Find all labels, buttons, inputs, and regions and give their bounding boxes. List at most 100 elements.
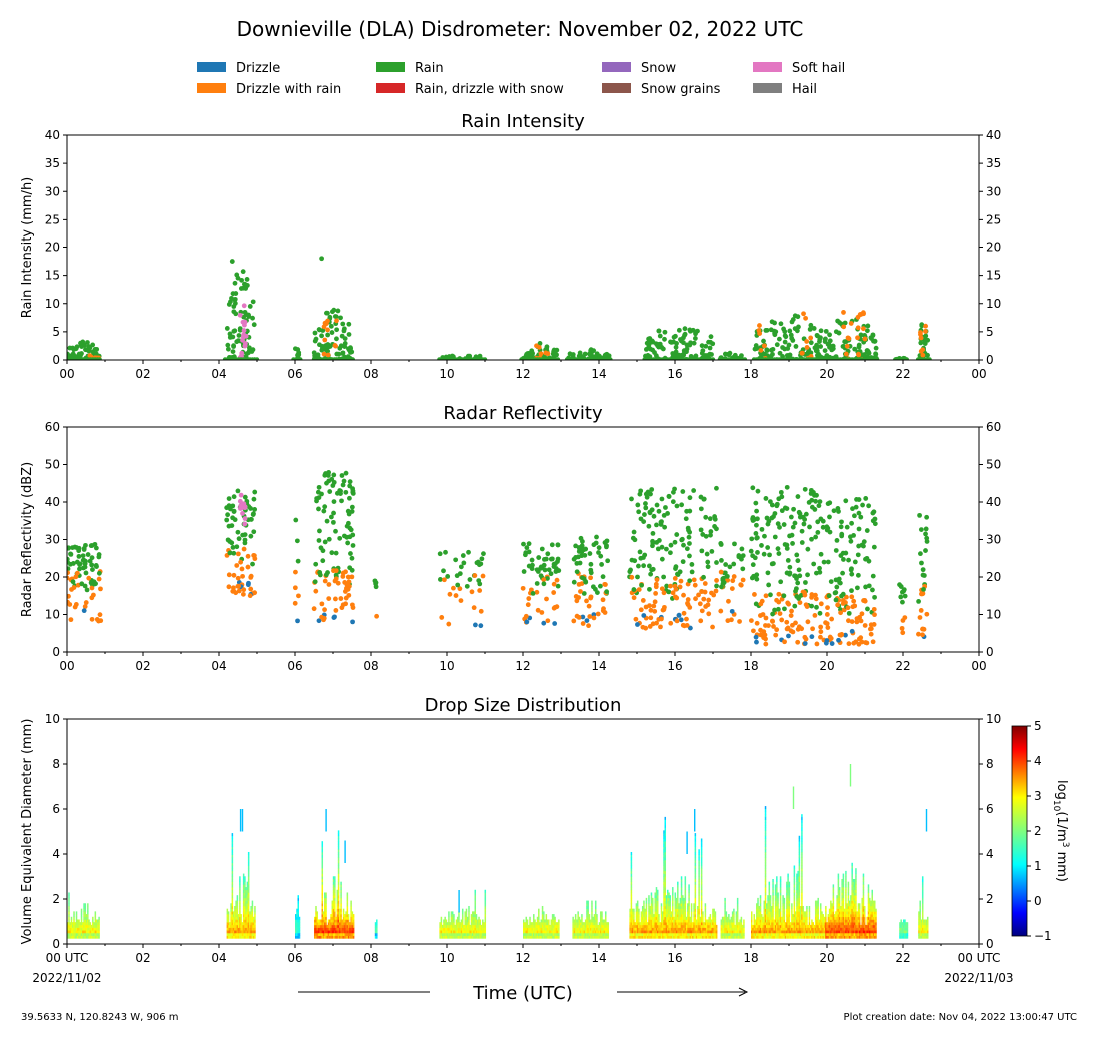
reflectivity-point [924, 611, 930, 617]
dsd-cell [679, 927, 682, 931]
dsd-cell [591, 935, 593, 939]
dsd-cell [72, 927, 74, 931]
dsd-cell [630, 851, 633, 855]
dsd-cell [680, 922, 683, 926]
reflectivity-point [849, 566, 854, 572]
dsd-cell [84, 922, 87, 926]
dsd-cell [545, 914, 548, 918]
dsd-cell [638, 911, 640, 915]
reflectivity-point [795, 494, 801, 499]
dsd-cell [244, 914, 246, 918]
reflectivity-point [326, 596, 332, 602]
reflectivity-point [584, 618, 590, 623]
dsd-cell [227, 935, 230, 939]
dsd-cell [240, 919, 242, 923]
dsd-cell [541, 922, 544, 926]
reflectivity-point [545, 618, 551, 624]
dsd-cell [576, 919, 578, 923]
dsd-cell [319, 935, 321, 939]
reflectivity-point [721, 580, 727, 585]
dsd-cell [94, 932, 97, 936]
reflectivity-point [654, 522, 659, 528]
dsd-cell [655, 903, 658, 907]
dsd-cell [684, 900, 687, 904]
reflectivity-point [539, 610, 545, 615]
reflectivity-point [248, 586, 254, 592]
rain-point [232, 297, 238, 303]
reflectivity-point [791, 506, 796, 512]
dsd-cell [251, 922, 254, 926]
dsd-cell [650, 911, 653, 915]
reflectivity-point [787, 533, 792, 539]
dsd-cell [75, 911, 78, 915]
dsd-cell [314, 916, 316, 920]
dsd-cell [672, 903, 674, 907]
reflectivity-point [698, 527, 704, 533]
reflectivity-point [828, 636, 834, 641]
dsd-cell [586, 924, 588, 928]
dsd-cell [591, 908, 593, 912]
reflectivity-point [650, 531, 656, 536]
dsd-cell [692, 930, 694, 934]
dsd-cell [247, 865, 250, 869]
dsd-cell [350, 908, 352, 912]
dsd-cell [544, 924, 546, 928]
dsd-cell [345, 919, 347, 923]
dsd-cell [317, 935, 320, 939]
dsd-cell [650, 900, 653, 904]
dsd-cell [250, 911, 252, 915]
dsd-cell [558, 924, 560, 928]
dsd-cell [342, 930, 345, 934]
dsd-cell [667, 911, 669, 915]
dsd-cell [605, 932, 607, 936]
reflectivity-point [89, 616, 95, 622]
dsd-cell [332, 884, 335, 888]
dsd-cell [247, 892, 250, 896]
dsd-cell [663, 889, 665, 893]
dsd-cell [680, 932, 683, 936]
rain-point [865, 323, 871, 329]
reflectivity-point [469, 589, 475, 595]
dsd-cell [648, 927, 650, 931]
dsd-cell [679, 935, 682, 939]
dsd-cell [336, 911, 339, 915]
reflectivity-point [235, 488, 241, 494]
dsd-cell [645, 924, 648, 928]
reflectivity-point [784, 484, 790, 490]
dsd-cell [448, 922, 450, 926]
dsd-cell [655, 916, 658, 920]
drizzle-rain-point [918, 335, 924, 341]
dsd-cell [684, 914, 687, 918]
dsd-cell [74, 930, 77, 934]
dsd-cell [376, 935, 378, 939]
dsd-cell [329, 919, 331, 923]
dsd-cell [683, 927, 685, 931]
dsd-cell [660, 911, 663, 915]
dsd-cell [342, 908, 345, 912]
dsd-cell [231, 930, 234, 934]
dsd-cell [246, 930, 249, 934]
rain-point [815, 333, 820, 339]
reflectivity-point [335, 580, 341, 586]
dsd-cell [321, 892, 324, 896]
dsd-cell [640, 930, 643, 934]
dsd-cell [670, 911, 673, 915]
dsd-cell [639, 935, 641, 939]
dsd-cell [579, 924, 582, 928]
drizzle-rain-point [801, 311, 806, 317]
dsd-cell [251, 932, 254, 936]
dsd-cell [684, 903, 687, 907]
dsd-cell [325, 914, 327, 918]
dsd-cell [633, 930, 635, 934]
dsd-cell [82, 930, 84, 934]
dsd-cell [684, 924, 687, 928]
reflectivity-point [839, 632, 845, 637]
reflectivity-point [471, 605, 477, 611]
dsd-cell [606, 932, 608, 936]
dsd-cell [670, 930, 673, 934]
dsd-cell [351, 935, 354, 939]
dsd-cell [340, 919, 342, 923]
reflectivity-point [703, 514, 709, 520]
dsd-cell [533, 930, 535, 934]
